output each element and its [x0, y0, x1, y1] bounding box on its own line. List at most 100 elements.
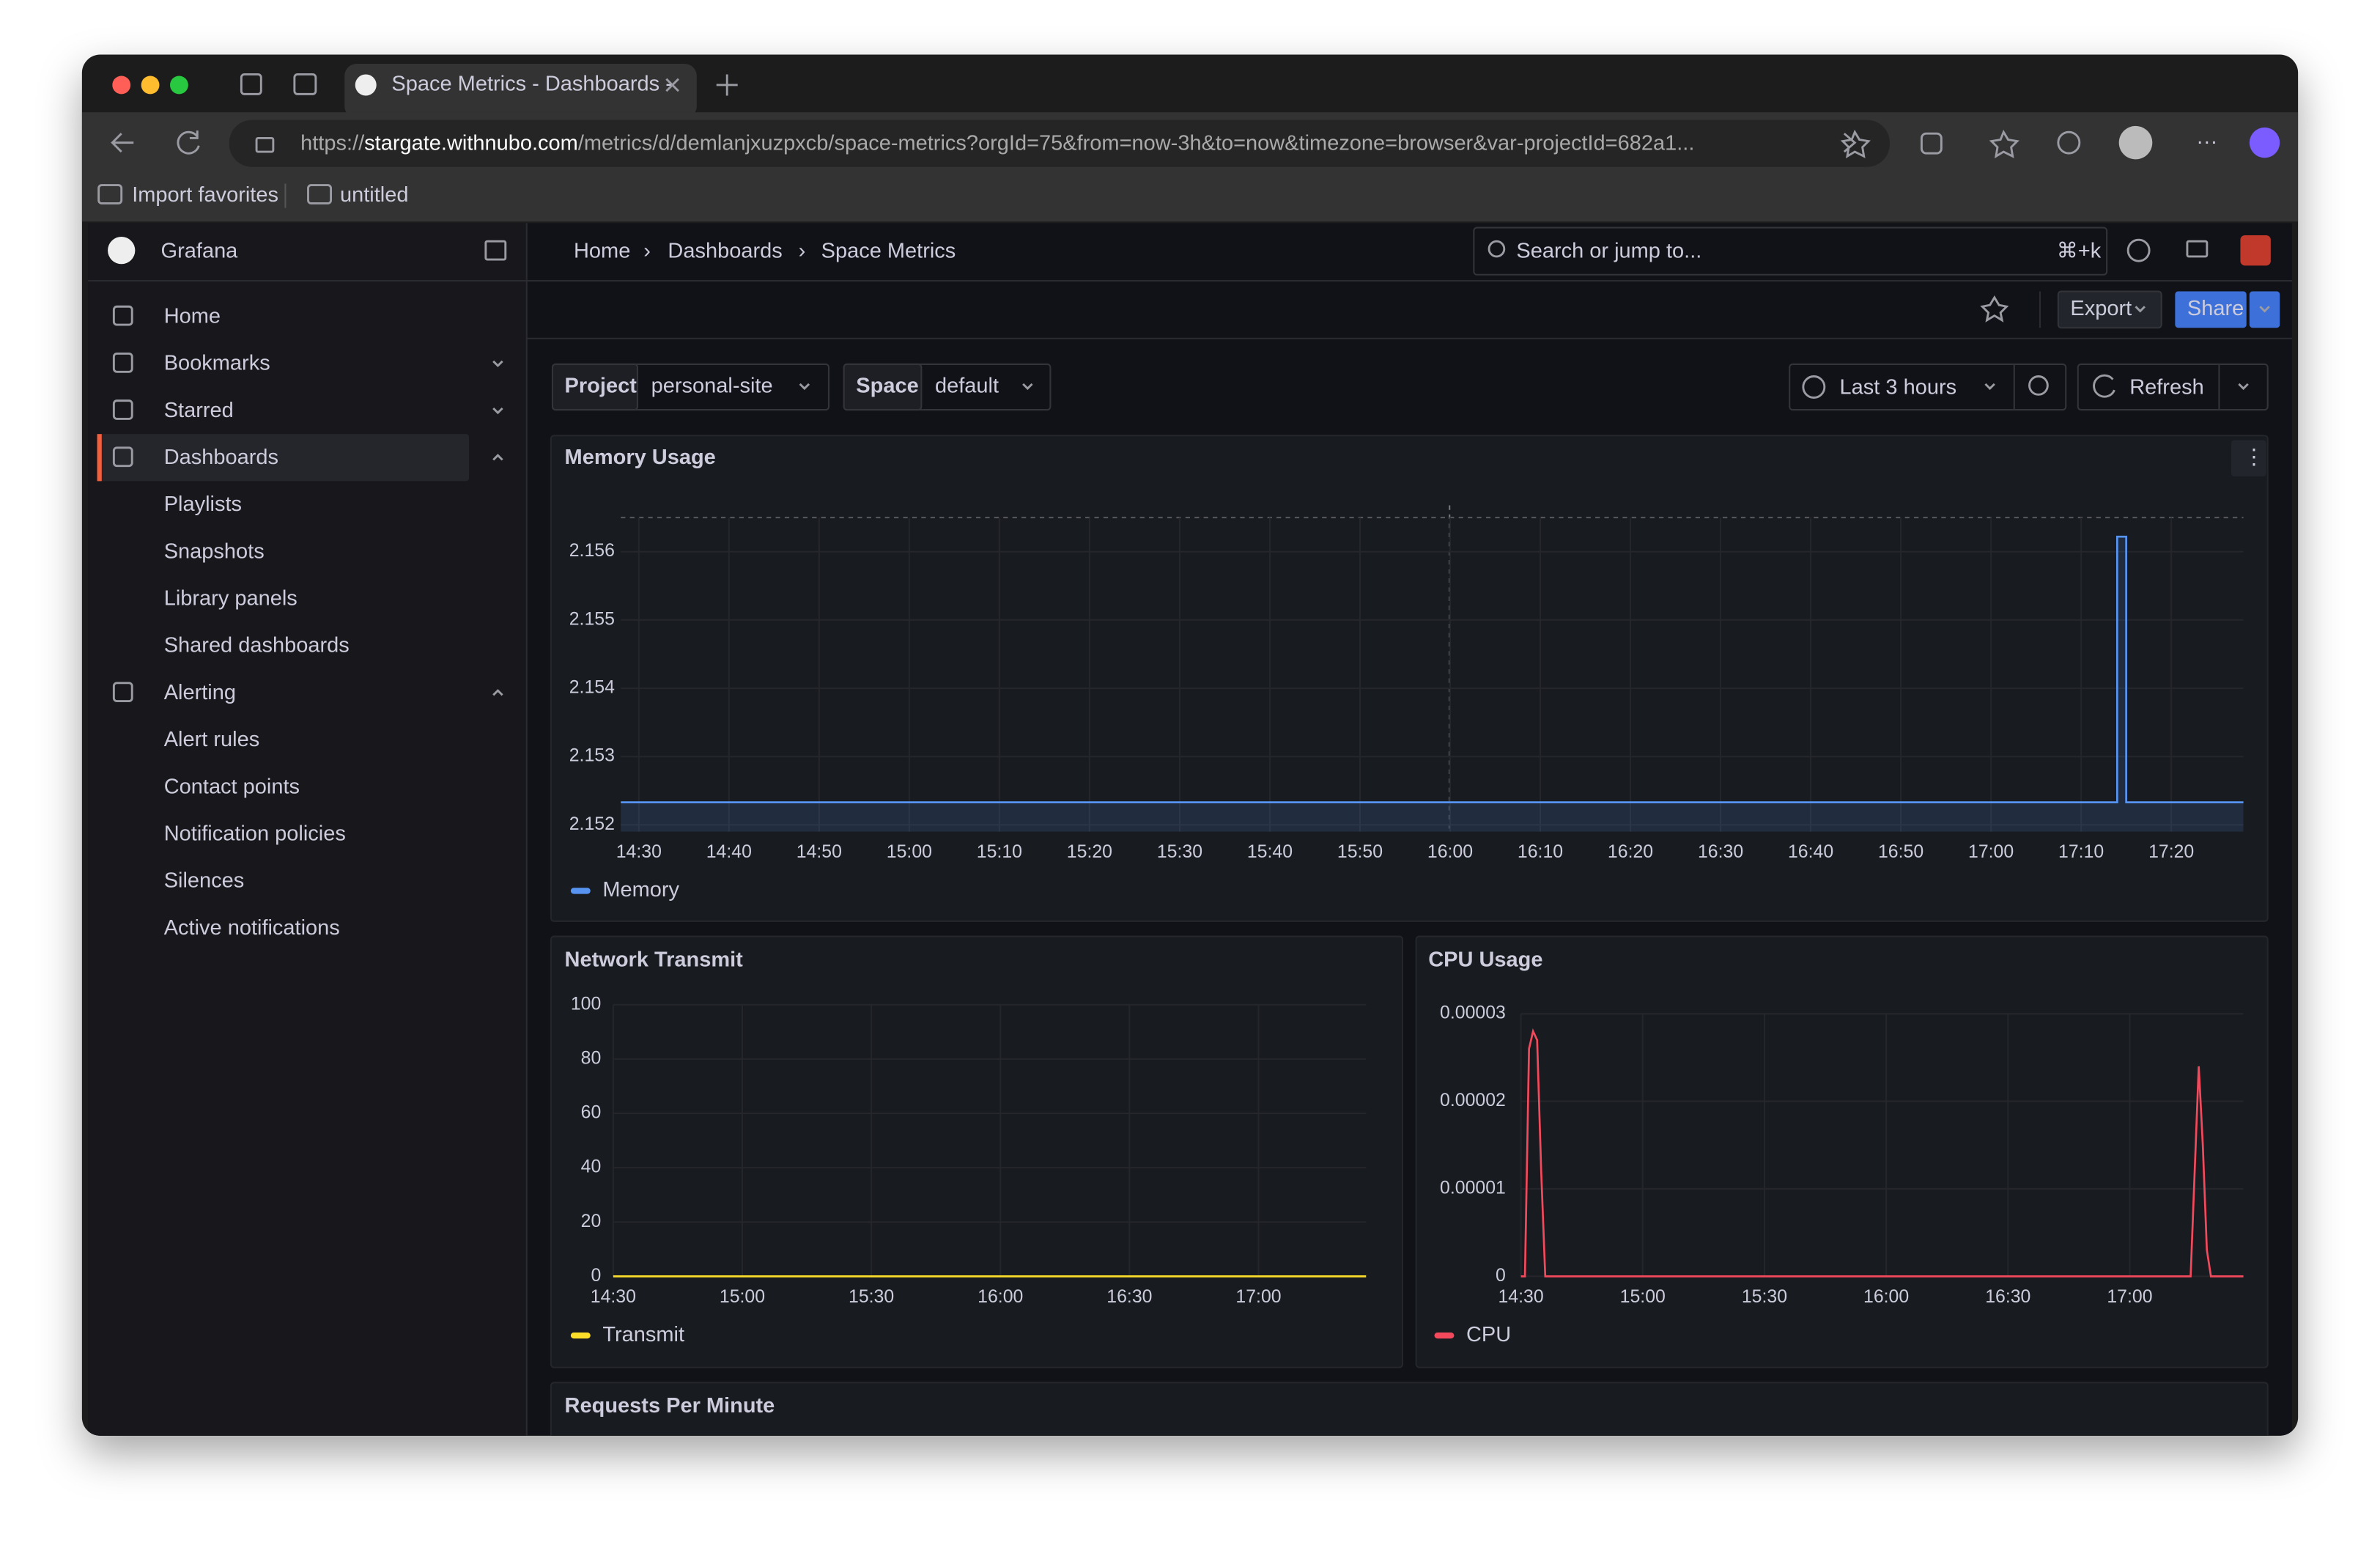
x-tick-label: 14:40 [706, 842, 752, 862]
grafana-logo[interactable] [108, 237, 136, 265]
news-icon[interactable] [2186, 240, 2209, 258]
dock-menu[interactable] [484, 240, 507, 261]
legend-label[interactable]: Transmit [602, 1323, 684, 1346]
nav-subitem[interactable]: Contact points [164, 775, 300, 798]
nav-item[interactable]: Starred [164, 399, 234, 422]
x-tick-label: 17:20 [2148, 842, 2194, 862]
variable-label: Project [565, 375, 638, 398]
x-tick-label: 17:10 [2058, 842, 2104, 862]
nav-chevron[interactable] [492, 689, 503, 696]
url-path: /metrics/d/demlanjxuzpxcb/space-metrics?… [578, 131, 1695, 155]
minimize-window[interactable] [141, 75, 160, 95]
url-scheme: https:// [300, 131, 365, 155]
x-tick-label: 14:30 [616, 842, 662, 862]
star-dashboard[interactable] [1980, 295, 2009, 322]
nav-subitem[interactable]: Shared dashboards [164, 634, 350, 657]
refresh-interval[interactable] [2238, 383, 2249, 391]
y-tick-label: 2.154 [569, 678, 615, 698]
x-tick-label: 15:00 [720, 1287, 765, 1307]
nav-item[interactable]: Home [164, 304, 221, 328]
help-icon[interactable] [2126, 238, 2151, 262]
browser-essentials-icon[interactable] [2057, 130, 2081, 155]
nav-active-bar [97, 434, 102, 482]
chevron [1984, 383, 1995, 391]
nav-chevron[interactable] [492, 360, 503, 368]
legend-label[interactable]: Memory [602, 878, 679, 902]
panel [1415, 935, 2269, 1368]
nav-item[interactable]: Bookmarks [164, 352, 270, 375]
nav-subitem[interactable]: Library panels [164, 587, 298, 611]
tab-actions-icon[interactable] [293, 73, 317, 95]
legend-label[interactable]: CPU [1466, 1323, 1511, 1346]
time-picker[interactable] [1789, 363, 2067, 411]
nav-subitem[interactable]: Snapshots [164, 539, 265, 563]
nav-icon [112, 446, 133, 468]
y-tick-label: 20 [581, 1212, 602, 1231]
share-menu[interactable] [2249, 291, 2280, 328]
breadcrumb-sep: › [799, 239, 806, 262]
active-tab[interactable] [344, 63, 697, 119]
workspaces-icon[interactable] [240, 73, 262, 95]
chevron [2135, 306, 2146, 313]
x-tick-label: 15:50 [1337, 842, 1383, 862]
x-tick-label: 17:00 [2107, 1287, 2152, 1307]
tab-favicon [355, 74, 377, 96]
nav-chevron[interactable] [492, 407, 503, 415]
panel-title: Memory Usage [565, 446, 716, 469]
tab-title: Space Metrics - Dashboards - [391, 73, 672, 96]
bookmark[interactable]: Import favorites [132, 183, 278, 207]
x-tick-label: 15:30 [1157, 842, 1202, 862]
x-tick-label: 15:10 [977, 842, 1022, 862]
nav-item[interactable]: Alerting [164, 681, 236, 704]
nav-item[interactable]: Dashboards [164, 446, 278, 469]
nav-subitem[interactable]: Playlists [164, 493, 242, 516]
share-label: Share [2187, 297, 2244, 320]
favorite-star[interactable] [1840, 129, 1871, 159]
y-tick-label: 60 [581, 1103, 602, 1123]
y-tick-label: 100 [571, 994, 601, 1014]
nav-subitem[interactable]: Active notifications [164, 916, 340, 940]
breadcrumb[interactable]: Dashboards [668, 239, 782, 262]
tab-close[interactable] [665, 78, 679, 92]
maximize-window[interactable] [170, 75, 188, 95]
breadcrumb[interactable]: Home [574, 239, 630, 262]
close-window[interactable] [112, 75, 131, 95]
variable-label: Space [856, 375, 918, 398]
y-tick-label: 0.00001 [1440, 1179, 1506, 1198]
extensions-icon[interactable] [1920, 132, 1943, 155]
y-tick-label: 0.00003 [1440, 1003, 1506, 1023]
variable-value: default [935, 375, 999, 398]
nav-icon [112, 352, 133, 373]
bookmark[interactable]: untitled [340, 183, 408, 207]
nav-active [97, 434, 470, 482]
zoom-out[interactable] [2028, 375, 2049, 396]
reload-button[interactable] [177, 130, 200, 155]
export-label: Export [2070, 297, 2132, 320]
y-tick-label: 2.155 [569, 609, 615, 629]
nav-chevron[interactable] [492, 454, 503, 461]
breadcrumb-current: Space Metrics [821, 239, 956, 262]
refresh-button[interactable] [2077, 363, 2269, 411]
user-avatar[interactable] [2240, 235, 2271, 266]
nav-subitem[interactable]: Notification policies [164, 822, 346, 845]
share-button[interactable] [2175, 291, 2247, 328]
app-name: Grafana [161, 239, 239, 262]
x-tick-label: 16:30 [1106, 1287, 1152, 1307]
panel-menu[interactable] [2231, 440, 2266, 477]
search-box[interactable] [1473, 226, 2108, 276]
breadcrumb-sep: › [643, 239, 651, 262]
new-tab[interactable] [716, 74, 738, 96]
export-button[interactable] [2057, 290, 2162, 329]
profile-icon[interactable] [2118, 125, 2153, 160]
nav-subitem[interactable]: Alert rules [164, 728, 260, 751]
nav-subitem[interactable]: Silences [164, 869, 245, 893]
x-tick-label: 15:40 [1247, 842, 1293, 862]
address-bar[interactable] [229, 119, 1890, 167]
back-button[interactable] [111, 133, 134, 153]
chevron [1022, 383, 1033, 391]
y-tick-label: 0 [1496, 1266, 1506, 1286]
copilot-icon[interactable] [2249, 127, 2280, 158]
more-icon[interactable]: ··· [2196, 130, 2217, 153]
panel [550, 1382, 2269, 1436]
favorites-icon[interactable] [1989, 129, 2019, 159]
